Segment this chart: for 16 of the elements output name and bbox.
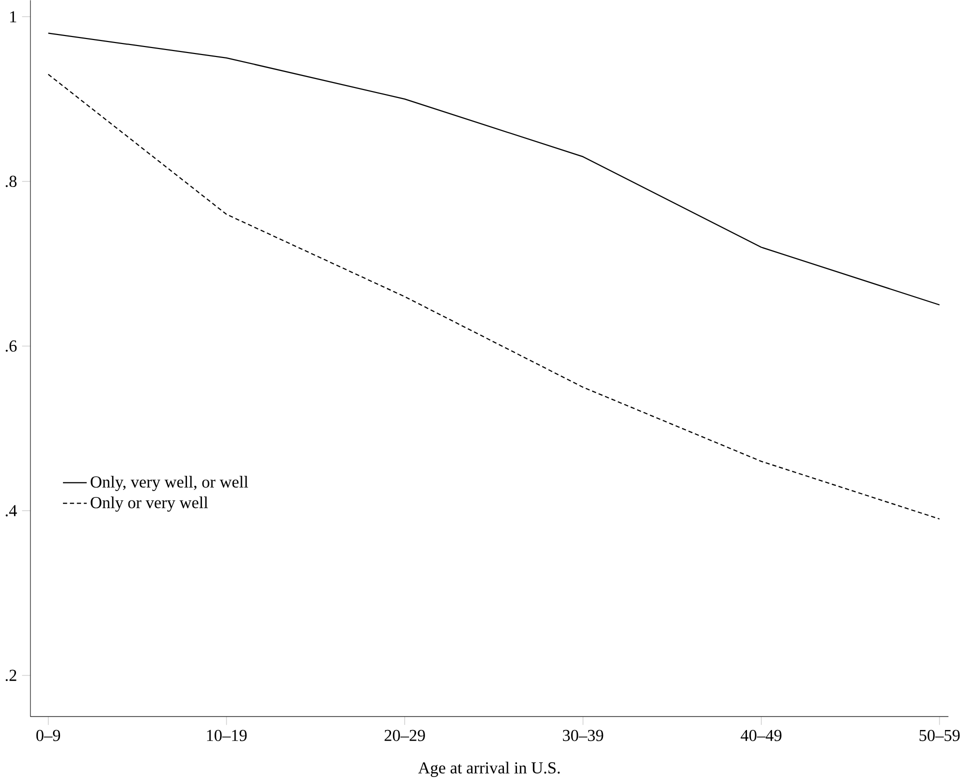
y-tick-label: .4: [6, 505, 17, 517]
y-tick-label: 1: [10, 11, 16, 22]
x-tick-label: 10–19: [207, 730, 247, 742]
x-tick-label: 0–9: [36, 730, 60, 742]
x-tick-label: 30–39: [562, 730, 604, 742]
line-series: [48, 32, 940, 306]
x-tick-label: 40–49: [740, 730, 782, 742]
y-tick-label: .2: [6, 670, 16, 682]
y-tick-label: .6: [6, 340, 17, 352]
x-tick-label: 20–29: [384, 730, 425, 742]
y-tick-label: .8: [6, 176, 17, 188]
line-series: [48, 74, 940, 520]
legend-label: Only, very well, or well: [90, 476, 248, 492]
x-tick-label: 50–59: [920, 730, 960, 742]
x-axis-title: Age at arrival in U.S.: [418, 762, 560, 778]
legend-label: Only or very well: [90, 496, 208, 512]
